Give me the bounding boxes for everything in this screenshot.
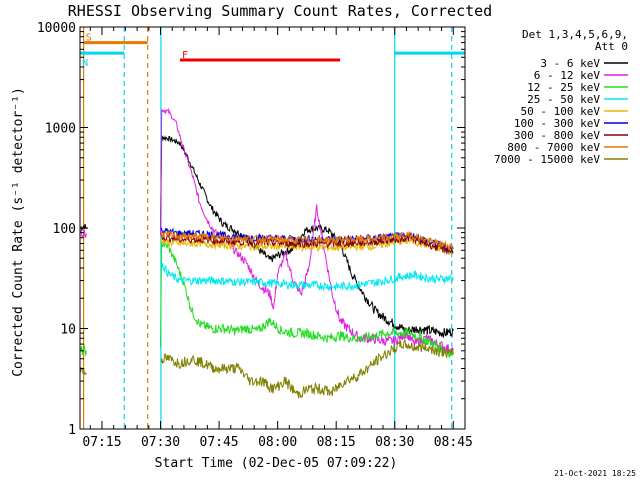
x-axis-label: Start Time (02-Dec-05 07:09:22) bbox=[155, 456, 398, 471]
interval-label: F bbox=[182, 50, 188, 61]
series-line bbox=[160, 240, 454, 358]
legend-header: Det 1,3,4,5,6,9, bbox=[522, 28, 628, 41]
series-line bbox=[160, 339, 454, 399]
y-tick-label: 1 bbox=[68, 423, 76, 438]
series-line bbox=[160, 134, 454, 338]
legend-entry-label: 800 - 7000 keV bbox=[507, 141, 600, 154]
legend-entry-label: 3 - 6 keV bbox=[540, 57, 600, 70]
data-series bbox=[80, 107, 454, 399]
vertical-markers bbox=[83, 27, 453, 429]
x-tick-label: 08:45 bbox=[434, 435, 473, 450]
x-tick-label: 08:00 bbox=[258, 435, 297, 450]
legend-header: Att 0 bbox=[595, 40, 628, 53]
legend-entry-label: 25 - 50 keV bbox=[527, 93, 600, 106]
y-axis-label: Corrected Count Rate (s⁻¹ detector⁻¹) bbox=[11, 87, 26, 377]
x-tick-label: 07:45 bbox=[200, 435, 239, 450]
series-line bbox=[80, 344, 87, 356]
series-line bbox=[80, 229, 87, 238]
legend-entry-label: 12 - 25 keV bbox=[527, 81, 600, 94]
axis-ticks: 1 10 100 1000 10000 07:15 07:30 07:45 08:00 08:15… bbox=[37, 21, 473, 450]
x-tick-label: 08:15 bbox=[317, 435, 356, 450]
series-line bbox=[160, 227, 454, 253]
interval-label: S bbox=[86, 33, 92, 44]
series-line bbox=[160, 230, 454, 251]
x-tick-label: 07:30 bbox=[141, 435, 180, 450]
legend-entry-label: 50 - 100 keV bbox=[521, 105, 601, 118]
plot-frame bbox=[79, 26, 466, 430]
y-tick-label: 100 bbox=[53, 222, 76, 237]
x-tick-label: 07:15 bbox=[82, 435, 121, 450]
series-line bbox=[160, 262, 454, 293]
legend-entry-label: 300 - 800 keV bbox=[514, 129, 600, 142]
y-tick-label: 1000 bbox=[45, 122, 76, 137]
y-tick-label: 10000 bbox=[37, 21, 76, 36]
chart-title: RHESSI Observing Summary Count Rates, Co… bbox=[68, 2, 492, 20]
y-tick-label: 10 bbox=[60, 323, 76, 338]
interval-bars: S N F bbox=[80, 33, 465, 69]
legend-entry-label: 100 - 300 keV bbox=[514, 117, 600, 130]
legend-entry-label: 6 - 12 keV bbox=[534, 69, 601, 82]
footer-date: 21-Oct-2021 18:25 bbox=[554, 469, 636, 478]
legend-entry-label: 7000 - 15000 keV bbox=[494, 153, 600, 166]
series-line bbox=[80, 224, 87, 232]
x-tick-label: 08:30 bbox=[375, 435, 414, 450]
interval-label: N bbox=[82, 58, 88, 69]
